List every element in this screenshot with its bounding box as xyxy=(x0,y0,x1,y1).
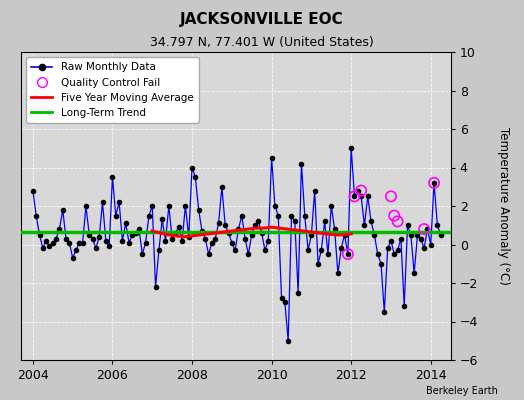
Point xyxy=(357,187,365,194)
Text: JACKSONVILLE EOC: JACKSONVILLE EOC xyxy=(180,12,344,27)
Y-axis label: Temperature Anomaly (°C): Temperature Anomaly (°C) xyxy=(497,127,510,285)
Point xyxy=(430,180,438,186)
Point xyxy=(350,193,358,200)
Point xyxy=(394,218,402,225)
Text: Berkeley Earth: Berkeley Earth xyxy=(426,386,498,396)
Legend: Raw Monthly Data, Quality Control Fail, Five Year Moving Average, Long-Term Tren: Raw Monthly Data, Quality Control Fail, … xyxy=(26,57,199,123)
Point xyxy=(387,193,395,200)
Point xyxy=(390,212,398,219)
Text: 34.797 N, 77.401 W (United States): 34.797 N, 77.401 W (United States) xyxy=(150,36,374,49)
Point xyxy=(344,251,352,257)
Point xyxy=(420,226,428,232)
